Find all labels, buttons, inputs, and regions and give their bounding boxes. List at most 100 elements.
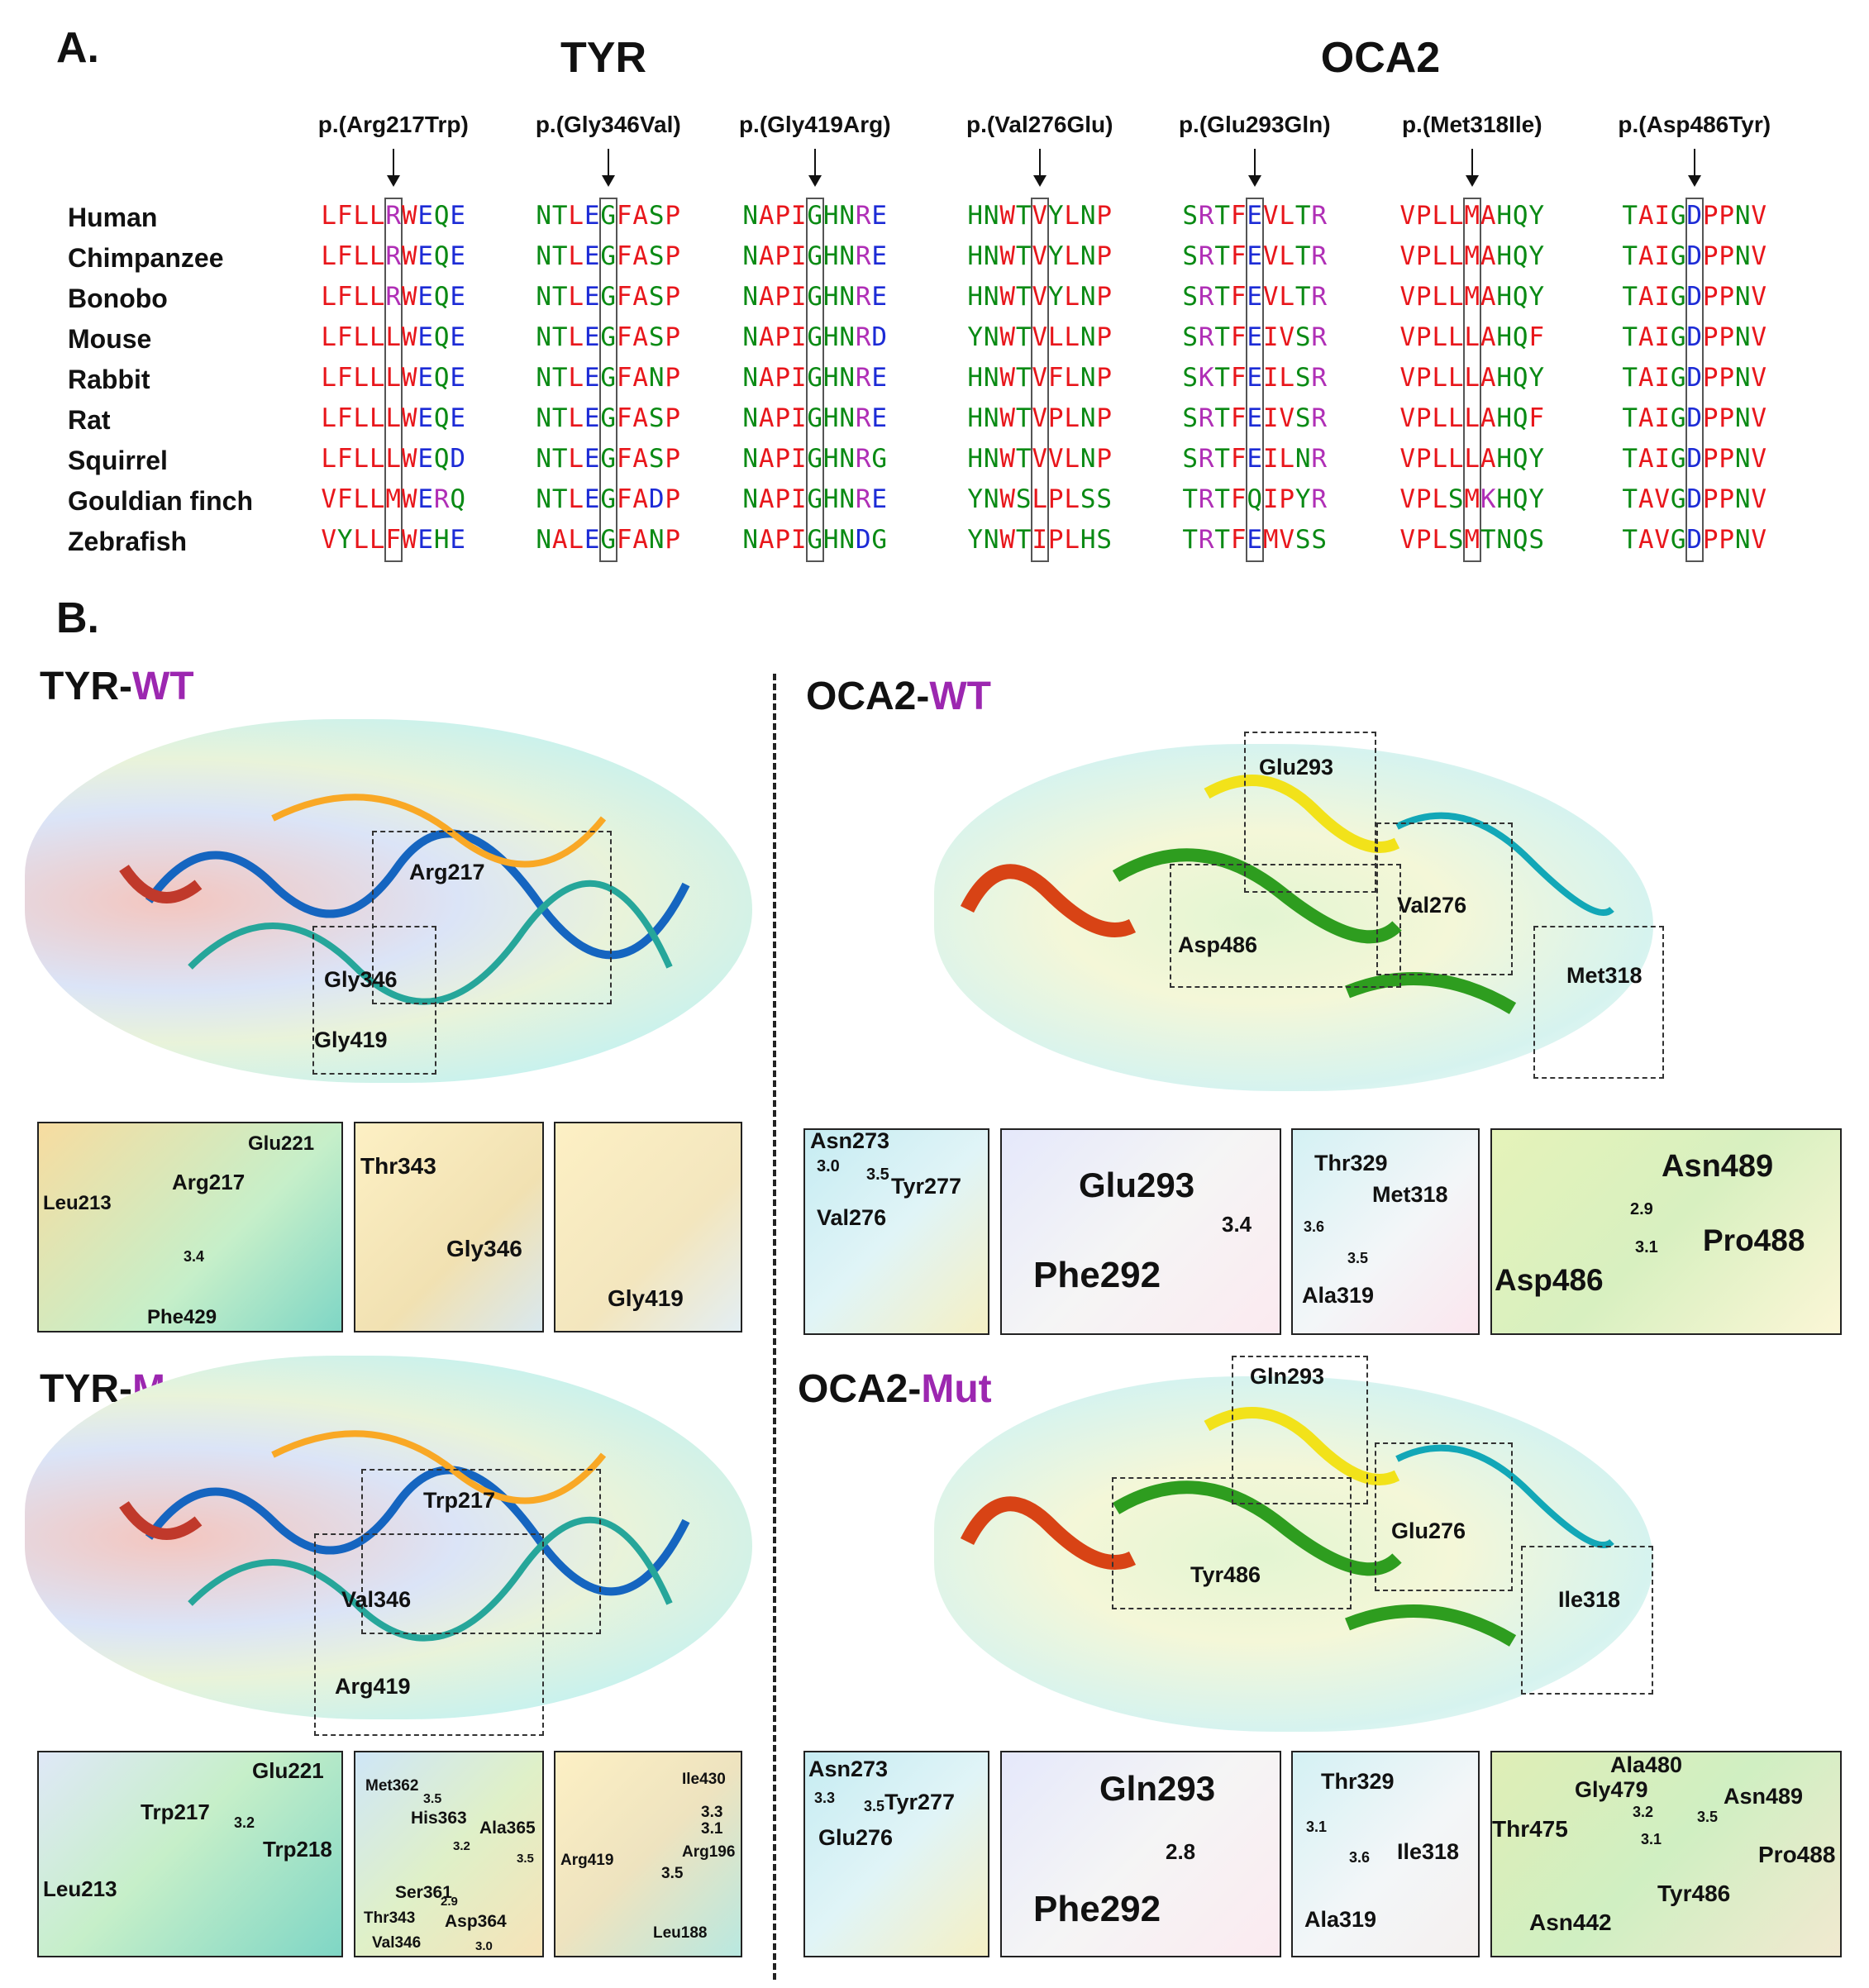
tyr-wt-label-gly346: Gly346 (324, 967, 398, 992)
inset-residue-label: Leu213 (43, 1876, 117, 1901)
inset-residue-label: Ala480 (1610, 1752, 1683, 1777)
alignment-sequence: TAVGDPPNV (1622, 484, 1767, 514)
oca2-mut-box-318 (1521, 1546, 1653, 1695)
oca2-mut-box-293 (1232, 1356, 1368, 1504)
gene-header-tyr: TYR (560, 34, 646, 82)
alignment-sequence: SRTFEVLTR (1182, 201, 1328, 231)
tyr-wt-inset-2 (354, 1122, 544, 1332)
alignment-sequence: NAPIGHNRE (742, 241, 888, 271)
alignment-sequence: LFLLLWEQE (321, 322, 466, 352)
alignment-sequence: VFLLMWERQ (321, 484, 466, 514)
inset-residue-label: Asp486 (1495, 1263, 1604, 1297)
inset-residue-label: 3.6 (1349, 1849, 1371, 1866)
inset-residue-label: 3.4 (1222, 1212, 1252, 1237)
oca2-wt-title: OCA2-WT (806, 675, 991, 718)
mutation-position-box (599, 198, 617, 562)
tyr-mut-box-217 (361, 1469, 601, 1634)
mutation-label: p.(Met318Ile) (1401, 112, 1542, 137)
alignment-sequence: NTLEGFASP (536, 322, 681, 352)
inset-residue-label: Gly346 (446, 1236, 522, 1261)
mutation-position-box (1031, 198, 1049, 562)
inset-residue-label: His363 (411, 1809, 467, 1828)
inset-residue-label: Tyr486 (1657, 1881, 1731, 1906)
alignment-sequence: LFLLLWEQD (321, 444, 466, 474)
inset-residue-label: 3.0 (475, 1939, 493, 1953)
tyr-wt-label-gly419: Gly419 (314, 1027, 388, 1052)
panel-a-letter: A. (56, 24, 99, 72)
inset-residue-label: 3.4 (184, 1248, 205, 1265)
inset-residue-label: Ala365 (479, 1819, 536, 1838)
inset-residue-label: 3.5 (423, 1792, 442, 1806)
inset-residue-label: 3.5 (1347, 1250, 1369, 1266)
inset-residue-label: Trp218 (263, 1837, 332, 1862)
panel-b-letter: B. (56, 594, 99, 642)
species-name: Chimpanzee (68, 243, 224, 273)
alignment-sequence: HNWTVYLNP (967, 201, 1113, 231)
alignment-sequence: NTLEGFASP (536, 241, 681, 271)
alignment-sequence: VPLLLAHQF (1399, 403, 1545, 433)
oca2-wt-inset-3 (1291, 1128, 1480, 1335)
inset-residue-label: Val346 (372, 1934, 422, 1952)
alignment-sequence: NTLEGFASP (536, 201, 681, 231)
inset-residue-label: Leu188 (653, 1924, 708, 1942)
inset-residue-label: Ile430 (682, 1771, 726, 1788)
oca2-wt-box-486 (1170, 864, 1401, 988)
oca2-mut-label-glu276: Glu276 (1391, 1518, 1466, 1543)
inset-residue-label: 3.3 (701, 1804, 723, 1821)
inset-residue-label: Asn442 (1529, 1909, 1612, 1935)
alignment-sequence: NTLEGFADP (536, 484, 681, 514)
inset-residue-label: Met318 (1372, 1182, 1448, 1207)
oca2-mut-inset-1 (803, 1751, 989, 1957)
mutation-position-box (1685, 198, 1704, 562)
inset-residue-label: Ala319 (1304, 1907, 1377, 1932)
tyr-wt-box-346-419 (312, 926, 436, 1075)
inset-residue-label: Glu221 (248, 1132, 315, 1155)
mutation-label: p.(Arg217Trp) (317, 112, 469, 137)
inset-residue-label: Asn273 (808, 1757, 889, 1781)
oca2-wt-label-met318: Met318 (1566, 963, 1643, 988)
tyr-wt-inset-3 (554, 1122, 742, 1332)
inset-residue-label: Phe292 (1033, 1889, 1161, 1929)
inset-residue-label: 3.5 (864, 1798, 885, 1814)
alignment-sequence: TAIGDPPNV (1622, 403, 1767, 433)
alignment-sequence: VYLLFWEHE (321, 525, 466, 555)
inset-residue-label: 3.1 (1306, 1819, 1328, 1835)
alignment-sequence: TAIGDPPNV (1622, 322, 1767, 352)
inset-residue-label: Glu293 (1079, 1166, 1195, 1204)
alignment-sequence: LFLLRWEQE (321, 201, 466, 231)
tyr-wt-label-arg217: Arg217 (409, 860, 485, 884)
alignment-sequence: LFLLRWEQE (321, 282, 466, 312)
alignment-sequence: NAPIGHNDG (742, 525, 888, 555)
oca2-wt-label-asp486: Asp486 (1178, 932, 1258, 957)
inset-residue-label: Pro488 (1703, 1223, 1805, 1257)
tyr-wt-box-217 (372, 831, 612, 1004)
alignment-sequence: VPLLMAHQY (1399, 201, 1545, 231)
alignment-sequence: VPLLLAHQY (1399, 444, 1545, 474)
oca2-wt-inset-1 (803, 1128, 989, 1335)
oca2-wt-label-glu293: Glu293 (1259, 755, 1334, 779)
tyr-mut-label-val346: Val346 (341, 1587, 412, 1612)
mutation-position-box (806, 198, 824, 562)
oca2-wt-inset-2 (1000, 1128, 1281, 1335)
gene-header-oca2: OCA2 (1320, 34, 1441, 82)
species-name: Mouse (68, 324, 152, 354)
alignment-sequence: SRTFEILNR (1182, 444, 1328, 474)
inset-residue-label: Thr343 (360, 1153, 436, 1179)
alignment-sequence: TAIGDPPNV (1622, 201, 1767, 231)
alignment-sequence: SRTFEIVSR (1182, 322, 1328, 352)
alignment-sequence: VPLLLAHQF (1399, 322, 1545, 352)
tyr-wt-inset-1 (37, 1122, 343, 1332)
inset-residue-label: Glu221 (252, 1758, 324, 1783)
inset-residue-label: 3.3 (814, 1790, 836, 1806)
tyr-mut-inset-1 (37, 1751, 343, 1957)
alignment-sequence: TAIGDPPNV (1622, 282, 1767, 312)
inset-residue-label: 3.1 (1635, 1238, 1658, 1256)
inset-residue-label: Asn489 (1724, 1784, 1804, 1809)
mutation-position-box (1463, 198, 1481, 562)
inset-residue-label: Asp364 (445, 1912, 507, 1931)
alignment-sequence: HNWTVYLNP (967, 282, 1113, 312)
panel-divider (773, 674, 776, 1980)
mutation-label: p.(Val276Glu) (966, 112, 1113, 137)
tyr-wt-title: TYR-WT (40, 665, 194, 708)
alignment-sequence: TAVGDPPNV (1622, 525, 1767, 555)
